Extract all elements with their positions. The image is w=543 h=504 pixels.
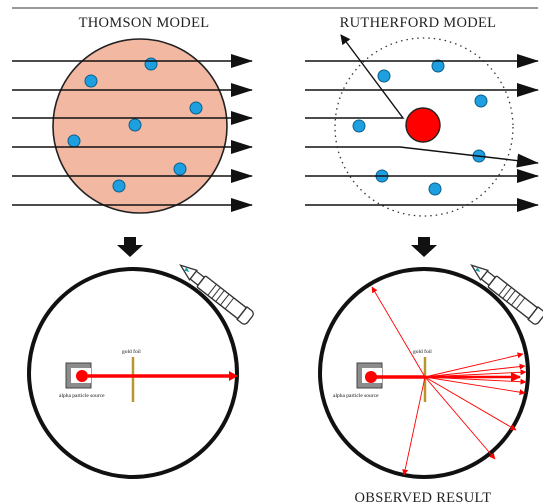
microscope-icon bbox=[179, 264, 254, 325]
scatter-ray bbox=[424, 376, 517, 431]
source-label: alpha particle source bbox=[59, 393, 105, 399]
scatter-ray bbox=[424, 363, 526, 378]
scatter-ray bbox=[371, 286, 426, 378]
thomson-alpha-paths bbox=[12, 54, 253, 212]
scatter-ray bbox=[424, 376, 526, 396]
observed-result-caption: OBSERVED RESULT bbox=[355, 490, 492, 504]
electron bbox=[352, 119, 366, 133]
alpha-path-reflected-arrow bbox=[305, 34, 405, 119]
thomson-title: THOMSON MODEL bbox=[79, 15, 210, 31]
electron bbox=[144, 57, 158, 71]
rutherford-model-panel: RUTHERFORD MODEL bbox=[305, 15, 539, 217]
electron bbox=[377, 69, 391, 83]
scatter-ray bbox=[424, 376, 496, 460]
source-label: alpha particle source bbox=[333, 393, 379, 399]
electron bbox=[67, 134, 81, 148]
electron bbox=[428, 182, 442, 196]
electron bbox=[173, 162, 187, 176]
beam-arrow bbox=[229, 371, 238, 381]
alpha-source-icon bbox=[65, 362, 92, 389]
rutherford-observation-panel: alpha particle source gold foil bbox=[318, 264, 543, 479]
thomson-electrons bbox=[67, 57, 203, 193]
thomson-model-panel: THOMSON MODEL bbox=[12, 15, 253, 214]
atom-boundary bbox=[334, 37, 514, 217]
electron bbox=[431, 59, 445, 73]
thomson-observation-panel: alpha particle source gold foil bbox=[27, 264, 254, 479]
electron bbox=[112, 179, 126, 193]
alpha-path-deflected-arrow bbox=[305, 146, 539, 168]
scattered-rays bbox=[371, 286, 527, 476]
arrow-down-icon bbox=[411, 237, 437, 257]
rutherford-alpha-paths bbox=[305, 34, 539, 212]
microscope-icon bbox=[470, 264, 543, 325]
scatter-ray bbox=[402, 376, 426, 476]
scatter-ray bbox=[424, 352, 524, 378]
foil-label: gold foil bbox=[413, 348, 432, 355]
electron bbox=[189, 101, 203, 115]
arrow-down-icon bbox=[117, 237, 143, 257]
nucleus bbox=[405, 107, 441, 143]
foil-label: gold foil bbox=[122, 348, 141, 355]
rutherford-title: RUTHERFORD MODEL bbox=[340, 15, 497, 31]
electron bbox=[474, 94, 488, 108]
electron bbox=[128, 118, 142, 132]
electron bbox=[84, 74, 98, 88]
